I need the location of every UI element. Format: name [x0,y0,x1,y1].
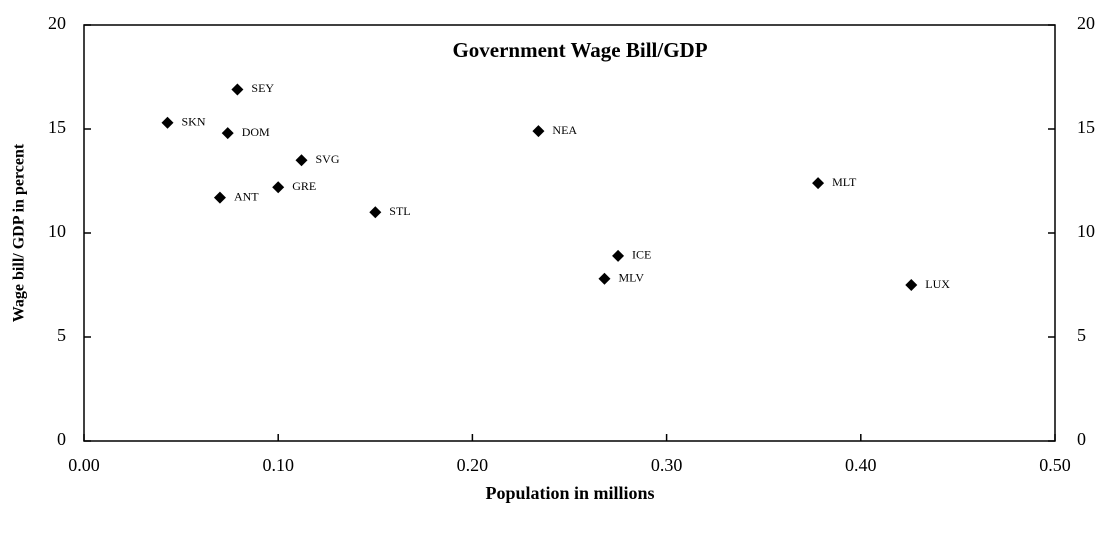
y-tick-label: 0 [57,429,66,449]
y-tick-label: 15 [48,117,66,137]
point-label: DOM [242,125,270,139]
point-label: MLV [618,271,644,285]
point [161,116,174,129]
y2-tick-label: 15 [1077,117,1095,137]
point [598,272,611,285]
x-tick-label: 0.30 [651,455,683,475]
x-axis-label: Population in millions [485,483,654,503]
point-label: MLT [832,175,857,189]
point-label: ICE [632,248,651,262]
point [295,154,308,167]
y-tick-label: 10 [48,221,66,241]
y2-tick-label: 20 [1077,13,1095,33]
x-tick-label: 0.20 [457,455,489,475]
point-label: SEY [251,81,274,95]
point-label: STL [389,204,410,218]
y2-tick-label: 0 [1077,429,1086,449]
x-tick-label: 0.10 [262,455,294,475]
y-tick-label: 5 [57,325,66,345]
point [612,249,625,262]
point [369,206,382,219]
point [213,191,226,204]
chart-title: Government Wage Bill/GDP [452,38,707,62]
y2-tick-label: 5 [1077,325,1086,345]
point [231,83,244,96]
point [532,125,545,138]
y2-tick-label: 10 [1077,221,1095,241]
point [221,127,234,140]
point-label: SKN [182,115,206,129]
point-label: LUX [925,277,950,291]
plot-frame [83,24,1056,442]
point-label: NEA [552,123,577,137]
x-tick-label: 0.50 [1039,455,1071,475]
point-label: GRE [292,179,316,193]
x-tick-label: 0.40 [845,455,877,475]
y-tick-label: 20 [48,13,66,33]
x-tick-label: 0.00 [68,455,100,475]
point-label: ANT [234,189,259,203]
point [272,181,285,194]
point [905,279,918,291]
point-label: SVG [316,152,340,166]
point [812,177,825,190]
y-axis-label: Wage bill/ GDP in percent [11,143,28,322]
